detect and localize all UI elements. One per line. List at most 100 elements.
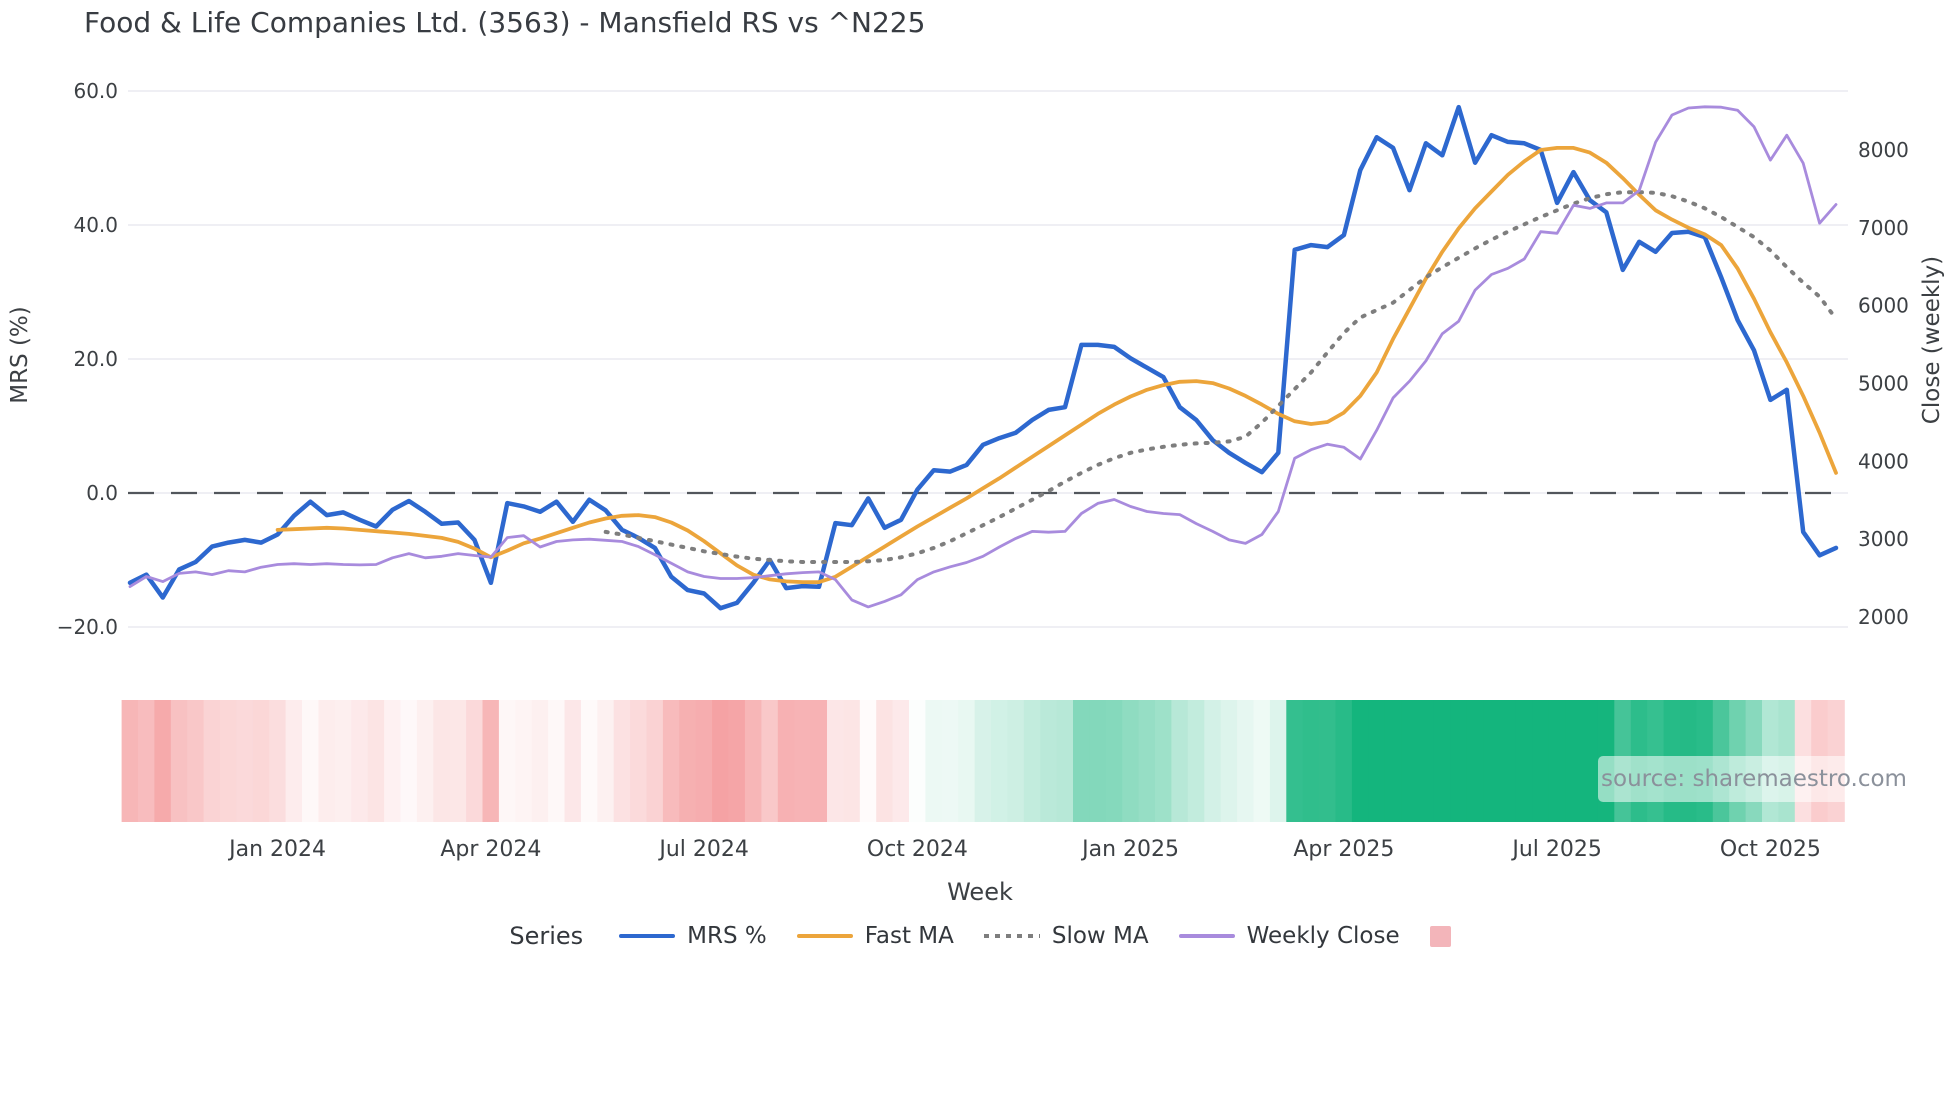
momentum-band-cell xyxy=(1155,700,1173,822)
momentum-band-cell xyxy=(498,700,517,822)
momentum-band-cell xyxy=(679,700,697,822)
legend: Series MRS % Fast MA Slow MA Weekly Close xyxy=(0,922,1960,950)
momentum-band-cell xyxy=(154,700,172,822)
chart-title: Food & Life Companies Ltd. (3563) - Mans… xyxy=(84,6,926,39)
momentum-band-cell xyxy=(302,700,320,822)
momentum-band-cell xyxy=(1286,700,1304,822)
line-swatch-icon xyxy=(796,934,853,938)
momentum-band-cell xyxy=(318,700,336,822)
momentum-band-cell xyxy=(269,700,287,822)
fast-ma-line xyxy=(275,146,1838,584)
momentum-band-cell xyxy=(695,700,713,822)
momentum-band-cell xyxy=(138,700,156,822)
momentum-band-cell xyxy=(1368,700,1386,822)
momentum-band-cell xyxy=(203,700,221,822)
momentum-band-cell xyxy=(449,700,467,822)
gridlines xyxy=(128,90,1848,628)
x-tick-label: Oct 2024 xyxy=(867,837,968,862)
dotted-line-swatch-icon xyxy=(983,934,1040,938)
x-tick-label: Jan 2024 xyxy=(227,837,326,862)
legend-item-mrs-: MRS % xyxy=(619,923,767,949)
momentum-band-cell xyxy=(1237,700,1255,822)
y-left-tick-label: 20.0 xyxy=(73,347,118,371)
momentum-band-cell xyxy=(1007,700,1025,822)
x-tick-label: Jul 2025 xyxy=(1510,837,1602,862)
legend-item-label: Weekly Close xyxy=(1246,923,1400,949)
momentum-band-cell xyxy=(597,700,615,822)
momentum-band-cell xyxy=(1220,700,1238,822)
momentum-band-cell xyxy=(515,700,533,822)
y-right-tick-label: 6000 xyxy=(1858,294,1909,318)
momentum-band-cell xyxy=(1073,700,1091,822)
x-tick-label: Oct 2025 xyxy=(1720,837,1821,862)
mrs--line xyxy=(127,104,1839,611)
y-right-tick-label: 5000 xyxy=(1858,372,1909,396)
y-right-tick-label: 7000 xyxy=(1858,216,1909,240)
momentum-band-cell xyxy=(1417,700,1435,822)
momentum-band-cell xyxy=(843,700,861,822)
momentum-band-cell xyxy=(925,700,943,822)
momentum-band-cell xyxy=(531,700,549,822)
legend-item-label: MRS % xyxy=(687,923,767,949)
momentum-band-cell xyxy=(630,700,648,822)
momentum-band-cell xyxy=(1450,700,1468,822)
momentum-band-cell xyxy=(1204,700,1222,822)
momentum-band-cell xyxy=(974,700,992,822)
momentum-band-cell xyxy=(1105,700,1123,822)
legend-item-fast-ma: Fast MA xyxy=(796,923,954,949)
momentum-band-cell xyxy=(1384,700,1402,822)
momentum-band-cell xyxy=(1319,700,1337,822)
y-right-tick-label: 4000 xyxy=(1858,449,1909,473)
momentum-band-cell xyxy=(1401,700,1419,822)
momentum-band-cell xyxy=(613,700,631,822)
y-right-tick-label: 8000 xyxy=(1858,138,1909,162)
momentum-band-cell xyxy=(252,700,270,822)
momentum-band-cell xyxy=(367,700,385,822)
momentum-band-cell xyxy=(1433,700,1452,822)
band-swatch-icon xyxy=(1429,925,1451,947)
source-watermark: source: sharemaestro.com xyxy=(1598,756,1910,802)
momentum-band-cell xyxy=(220,700,238,822)
momentum-band-cell xyxy=(941,700,959,822)
momentum-band-cell xyxy=(876,700,894,822)
x-tick-label: Apr 2025 xyxy=(1293,837,1394,862)
weekly-close-line xyxy=(128,105,1838,609)
momentum-band-cell xyxy=(1499,700,1517,822)
momentum-band-cell xyxy=(400,700,418,822)
y-left-tick-label: −20.0 xyxy=(57,615,118,639)
momentum-band-cell xyxy=(728,700,746,822)
momentum-band-cell xyxy=(827,700,845,822)
momentum-band-cell xyxy=(187,700,205,822)
momentum-band-cell xyxy=(909,700,927,822)
line-swatch-icon xyxy=(1178,934,1235,938)
momentum-band-cell xyxy=(1466,700,1484,822)
legend-item-slow-ma: Slow MA xyxy=(983,923,1149,949)
legend-item-weekly-close: Weekly Close xyxy=(1178,923,1400,949)
x-tick-label: Jul 2024 xyxy=(657,837,749,862)
momentum-band-cell xyxy=(433,700,451,822)
y-right-tick-label: 2000 xyxy=(1858,605,1909,629)
momentum-band-cell xyxy=(1056,700,1074,822)
momentum-band-cell xyxy=(1171,700,1189,822)
line-swatch-icon xyxy=(619,934,676,938)
momentum-band-cell xyxy=(416,700,435,822)
y-left-tick-label: 0.0 xyxy=(86,481,118,505)
momentum-band-cell xyxy=(1302,700,1320,822)
momentum-band-cell xyxy=(1483,700,1501,822)
legend-title: Series xyxy=(509,922,584,950)
momentum-band-cell xyxy=(236,700,254,822)
momentum-band-cell xyxy=(334,700,353,822)
y-left-tick-label: 60.0 xyxy=(73,79,118,103)
y-left-tick-label: 40.0 xyxy=(73,213,118,237)
momentum-band-cell xyxy=(285,700,303,822)
momentum-band-cell xyxy=(859,700,877,822)
momentum-band-cell xyxy=(794,700,812,822)
momentum-band-cell xyxy=(1023,700,1041,822)
momentum-band-cell xyxy=(121,700,139,822)
momentum-band-cell xyxy=(892,700,910,822)
momentum-band-cell xyxy=(1532,700,1550,822)
momentum-band-cell xyxy=(712,700,730,822)
momentum-band-cell xyxy=(1548,700,1566,822)
momentum-band-cell xyxy=(548,700,566,822)
